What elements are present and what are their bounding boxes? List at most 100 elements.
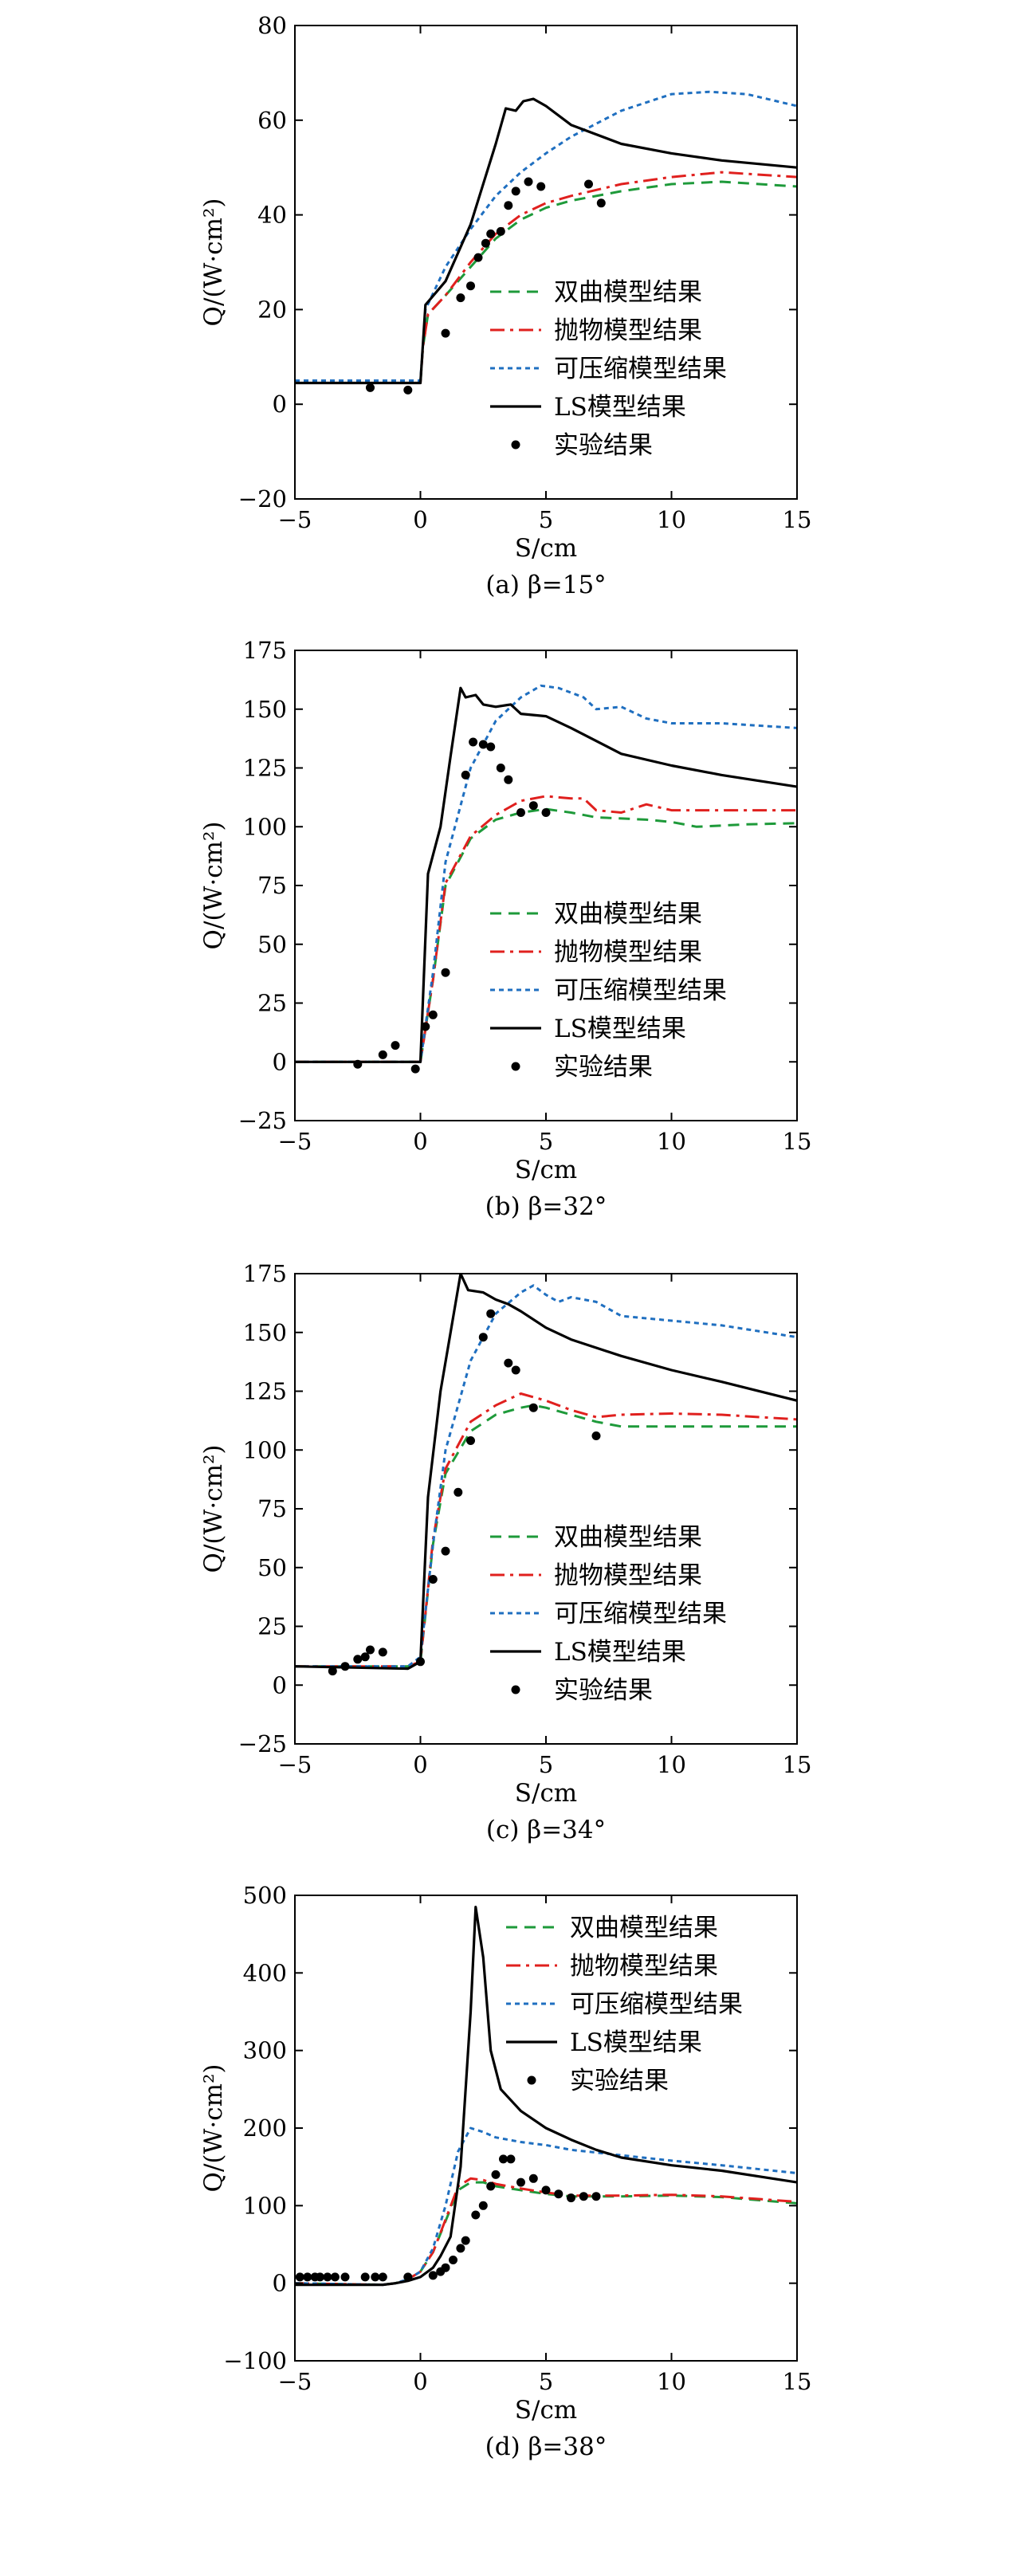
series-line-1 [295, 795, 797, 1063]
series-line-0 [295, 180, 797, 384]
y-tick-label: 150 [243, 696, 287, 723]
x-tick-label: 5 [539, 1128, 553, 1155]
y-axis-label: Q/(W·cm²) [199, 1445, 228, 1573]
y-tick-label: 20 [257, 296, 287, 323]
y-tick-label: 100 [243, 2192, 287, 2219]
legend-entry: 实验结果 [554, 431, 653, 460]
x-tick-label: 5 [539, 2368, 553, 2395]
y-tick-label: 0 [273, 391, 287, 418]
data-point [461, 770, 470, 779]
data-point [478, 2201, 488, 2210]
data-point [353, 1655, 363, 1664]
data-point [421, 1022, 430, 1031]
x-tick-label: −5 [278, 1128, 312, 1155]
data-point [491, 2170, 501, 2179]
y-tick-label: 50 [257, 1554, 287, 1581]
x-tick-label: 0 [413, 1751, 427, 1778]
x-axis-label: S/cm [515, 1156, 577, 1184]
data-point [516, 2177, 525, 2187]
y-tick-label: 175 [243, 1260, 287, 1287]
data-point [486, 2181, 496, 2191]
data-point [481, 238, 490, 248]
data-point [524, 177, 533, 187]
y-tick-label: 25 [257, 990, 287, 1017]
x-tick-label: 0 [413, 2368, 427, 2395]
data-point [541, 808, 551, 817]
legend-entry: LS模型结果 [570, 2028, 702, 2057]
data-point [378, 1050, 387, 1059]
data-point [366, 1645, 375, 1655]
x-tick-label: 15 [783, 1751, 812, 1778]
chart-panel-3: −5 0 5 10 15 −100 0 100 200 300 400 500 S/cm Q/(W·cm²… [199, 1882, 811, 2461]
data-point [541, 2185, 551, 2195]
data-point [554, 2189, 563, 2199]
data-point [360, 2272, 370, 2282]
series-line-1 [295, 1392, 797, 1668]
data-point [506, 2154, 516, 2164]
x-axis-label: S/cm [515, 1779, 577, 1808]
data-point [536, 182, 546, 191]
y-tick-label: 40 [257, 202, 287, 229]
chart-panel-1: −5 0 5 10 15 −25 0 25 50 75 100 125 150 175 S/cm Q/(W·c… [199, 637, 811, 1221]
legend-entry: 抛物模型结果 [554, 316, 702, 345]
y-tick-label: 175 [243, 637, 287, 664]
x-tick-label: 5 [539, 506, 553, 533]
series-line-1 [295, 171, 797, 384]
panel-caption: (c) β=34° [486, 1816, 606, 1844]
legend-entry: 实验结果 [554, 1676, 653, 1705]
x-tick-label: 0 [413, 506, 427, 533]
data-point [528, 2174, 538, 2183]
y-tick-label: 0 [273, 2270, 287, 2297]
legend-entry: 可压缩模型结果 [554, 355, 727, 383]
series-line-2 [295, 90, 797, 382]
legend-entry: 抛物模型结果 [570, 1952, 718, 1981]
data-point [486, 742, 496, 752]
series-line-3 [295, 1274, 797, 1671]
data-point [441, 968, 450, 977]
x-tick-label: −5 [278, 1751, 312, 1778]
series-line-3 [295, 97, 797, 385]
data-point [496, 226, 505, 236]
y-tick-label: 0 [273, 1048, 287, 1075]
chart-panel-2: −5 0 5 10 15 −25 0 25 50 75 100 125 150 175 S/cm Q/(W·c… [199, 1260, 811, 1844]
data-point [528, 1403, 538, 1412]
data-point [378, 2272, 387, 2282]
y-tick-label: 75 [257, 1495, 287, 1522]
x-axis-label: S/cm [515, 2396, 577, 2425]
y-tick-label: 80 [257, 12, 287, 39]
data-point [378, 1647, 387, 1657]
y-tick-label: 400 [243, 1959, 287, 1986]
y-tick-label: 100 [243, 813, 287, 840]
data-point [466, 281, 475, 291]
legend-entry: 抛物模型结果 [554, 938, 702, 967]
y-tick-label: −25 [238, 1107, 287, 1134]
data-point [473, 253, 483, 262]
y-tick-label: 75 [257, 872, 287, 899]
legend-entry: 双曲模型结果 [554, 1523, 702, 1552]
legend-marker [527, 2075, 536, 2085]
data-point [295, 2272, 304, 2282]
x-tick-label: 10 [657, 2368, 686, 2395]
legend-marker [511, 440, 520, 450]
x-tick-label: 10 [657, 506, 686, 533]
legend-entry: 可压缩模型结果 [570, 1990, 743, 2019]
data-point [340, 2272, 350, 2282]
x-tick-label: −5 [278, 506, 312, 533]
data-point [516, 808, 525, 817]
panel-caption: (b) β=32° [485, 1192, 607, 1221]
data-point [591, 2192, 601, 2201]
data-point [504, 1358, 513, 1368]
legend-entry: 可压缩模型结果 [554, 1600, 727, 1628]
x-tick-label: 15 [783, 506, 812, 533]
data-point [449, 2256, 457, 2264]
y-tick-label: 150 [243, 1319, 287, 1346]
series-line-2 [295, 684, 797, 1063]
x-axis-label: S/cm [515, 534, 577, 563]
x-tick-label: 10 [657, 1751, 686, 1778]
data-point [456, 293, 465, 303]
series-line-3 [295, 1906, 797, 2287]
